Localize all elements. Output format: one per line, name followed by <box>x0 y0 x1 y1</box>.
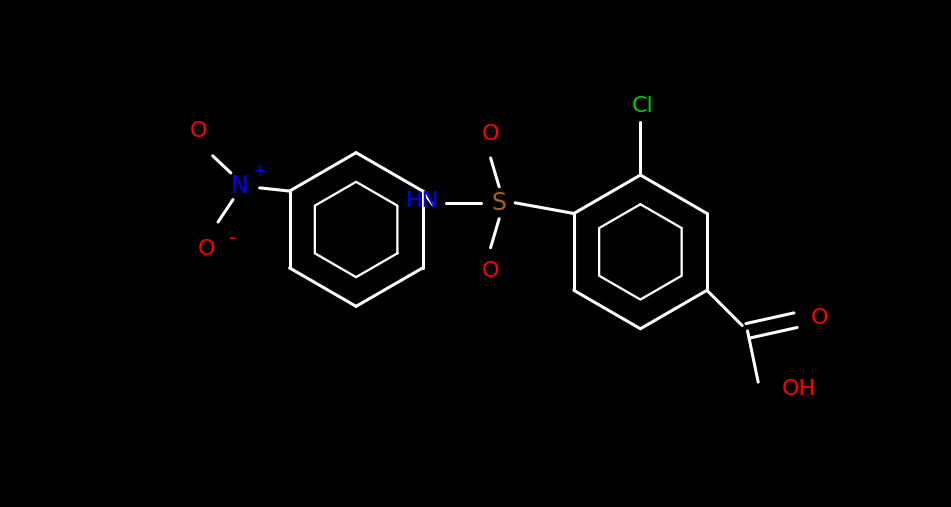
Text: N: N <box>230 174 248 198</box>
Text: OH: OH <box>782 379 816 399</box>
Text: -: - <box>229 229 237 247</box>
Text: S: S <box>492 191 507 215</box>
Text: +: + <box>253 162 266 180</box>
Text: O: O <box>482 125 499 144</box>
Text: Cl: Cl <box>631 96 653 116</box>
Text: O: O <box>810 308 828 328</box>
Text: HN: HN <box>406 191 438 211</box>
Text: O: O <box>198 239 215 259</box>
Text: O: O <box>482 261 499 281</box>
Text: O: O <box>190 121 207 141</box>
